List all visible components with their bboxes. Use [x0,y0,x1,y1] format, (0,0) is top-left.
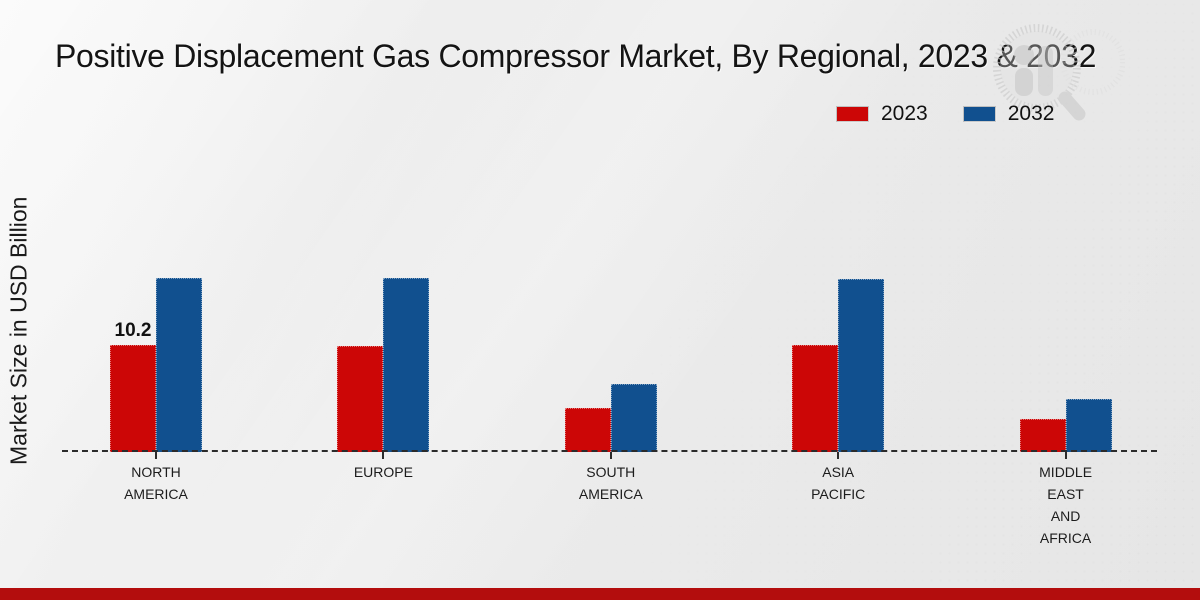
legend-item-2032: 2032 [963,102,1055,125]
x-axis-tick-europe [382,452,385,459]
bar-2023-middle-east-and-africa [1019,419,1066,452]
legend-swatch-2032-blue [963,106,995,121]
bar-2023-north-america [110,345,156,452]
legend-swatch-2023-red [837,106,868,121]
bar-2023-south-america [564,408,611,452]
bar-2023-asia-pacific [792,345,839,452]
category-label-asia-pacific: ASIA PACIFIC [811,464,866,502]
bar-2032-middle-east-and-africa [1065,399,1112,452]
bar-2032-south-america [610,384,657,452]
category-label-south-america: SOUTH AMERICA [578,464,643,502]
category-label-north-america: NORTH AMERICA [124,464,188,502]
legend: 2023 2032 [837,103,1054,124]
x-axis-tick-asia-pacific [837,452,840,459]
chart-title: Positive Displacement Gas Compressor Mar… [55,38,1097,74]
legend-label-2023: 2023 [881,102,928,125]
bar-value-label-north-america: 10.2 [114,320,152,341]
bar-2023-europe [337,346,384,452]
x-axis-tick-middle-east-and-africa [1064,452,1067,459]
bar-2032-asia-pacific [838,279,885,452]
bar-2032-north-america [156,278,202,452]
legend-item-2023: 2023 [837,103,928,124]
category-label-europe: EUROPE [353,464,413,480]
legend-label-2032: 2032 [1007,102,1055,125]
x-axis-tick-south-america [609,452,612,459]
x-axis-tick-north-america [155,452,157,459]
footer-accent-strip [0,588,1200,600]
category-label-middle-east-and-africa: MIDDLE EAST AND AFRICA [1039,464,1093,546]
bar-2032-europe [383,278,430,452]
